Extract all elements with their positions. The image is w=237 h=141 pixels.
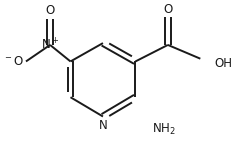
- Text: N: N: [99, 119, 107, 132]
- Text: N$^+$: N$^+$: [41, 37, 59, 53]
- Text: OH: OH: [214, 57, 232, 70]
- Text: $^-$O: $^-$O: [3, 55, 24, 68]
- Text: O: O: [163, 3, 173, 16]
- Text: O: O: [46, 4, 55, 17]
- Text: NH$_2$: NH$_2$: [152, 122, 176, 137]
